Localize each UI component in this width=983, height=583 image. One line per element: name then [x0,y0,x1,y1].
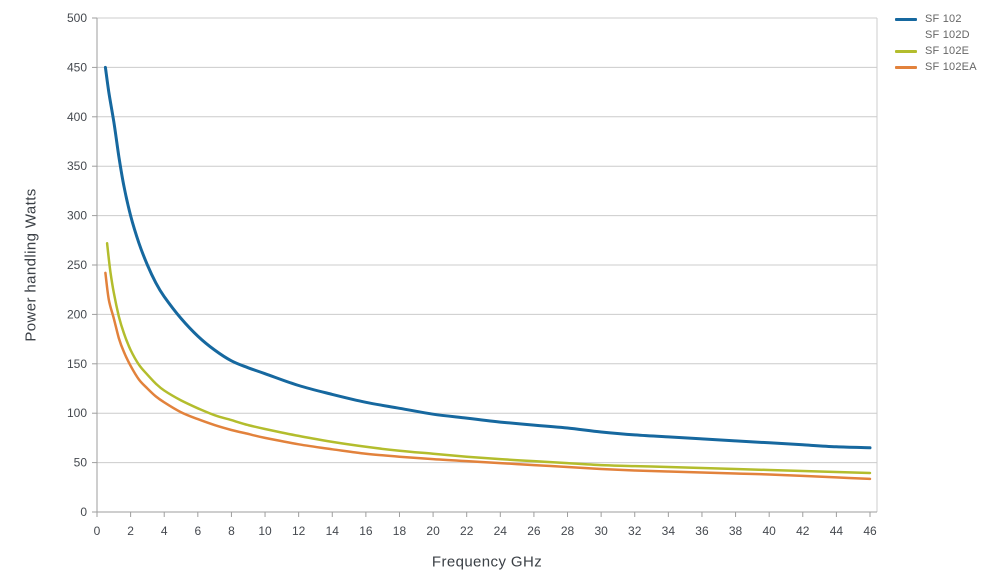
x-tick-label: 18 [393,524,407,538]
y-tick-label: 100 [67,406,87,420]
x-tick-label: 2 [127,524,134,538]
x-tick-label: 46 [863,524,877,538]
x-tick-label: 0 [94,524,101,538]
x-tick-label: 24 [494,524,508,538]
y-tick-label: 0 [80,505,87,519]
x-tick-label: 4 [161,524,168,538]
x-tick-label: 8 [228,524,235,538]
y-tick-label: 50 [74,456,88,470]
legend-line-swatch-sf-102d [895,33,917,37]
series-line-sf-102 [103,65,872,450]
x-tick-label: 38 [729,524,743,538]
y-tick-label: 500 [67,11,87,25]
x-tick-label: 30 [594,524,608,538]
x-tick-label: 36 [695,524,709,538]
y-axis-title: Power handling Watts [22,188,40,342]
legend-line-swatch-sf-102e [895,49,917,53]
legend-item-sf-102: SF 102 [895,11,977,27]
x-tick-label: 22 [460,524,474,538]
legend-label-sf-102ea: SF 102EA [925,61,977,73]
legend: SF 102 SF 102D SF 102E SF 102EA [895,11,977,75]
x-tick-label: 6 [194,524,201,538]
x-tick-label: 32 [628,524,642,538]
legend-label-sf-102: SF 102 [925,13,962,25]
legend-line-swatch-sf-102ea [895,65,917,69]
series-line-sf-102e [105,242,872,475]
y-tick-label: 150 [67,357,87,371]
x-tick-label: 42 [796,524,810,538]
y-tick-label: 350 [67,159,87,173]
x-axis-title: Frequency GHz [431,553,543,571]
y-tick-label: 300 [67,209,87,223]
series-line-sf-102ea [104,271,872,481]
x-tick-label: 26 [527,524,541,538]
legend-label-sf-102e: SF 102E [925,45,970,57]
x-tick-label: 16 [359,524,373,538]
y-tick-label: 250 [67,258,87,272]
legend-item-sf-102e: SF 102E [895,43,977,59]
x-tick-label: 14 [326,524,340,538]
x-tick-label: 10 [258,524,272,538]
legend-line-swatch-sf-102 [895,17,917,21]
x-tick-label: 44 [830,524,844,538]
y-tick-label: 450 [67,60,87,74]
legend-item-sf-102ea: SF 102EA [895,59,977,75]
x-tick-label: 20 [426,524,440,538]
x-tick-label: 34 [662,524,676,538]
x-tick-label: 28 [561,524,575,538]
x-tick-label: 40 [762,524,776,538]
y-tick-label: 400 [67,110,87,124]
y-tick-label: 200 [67,307,87,321]
x-tick-label: 12 [292,524,306,538]
legend-item-sf-102d: SF 102D [895,27,977,43]
legend-label-sf-102d: SF 102D [925,29,970,41]
